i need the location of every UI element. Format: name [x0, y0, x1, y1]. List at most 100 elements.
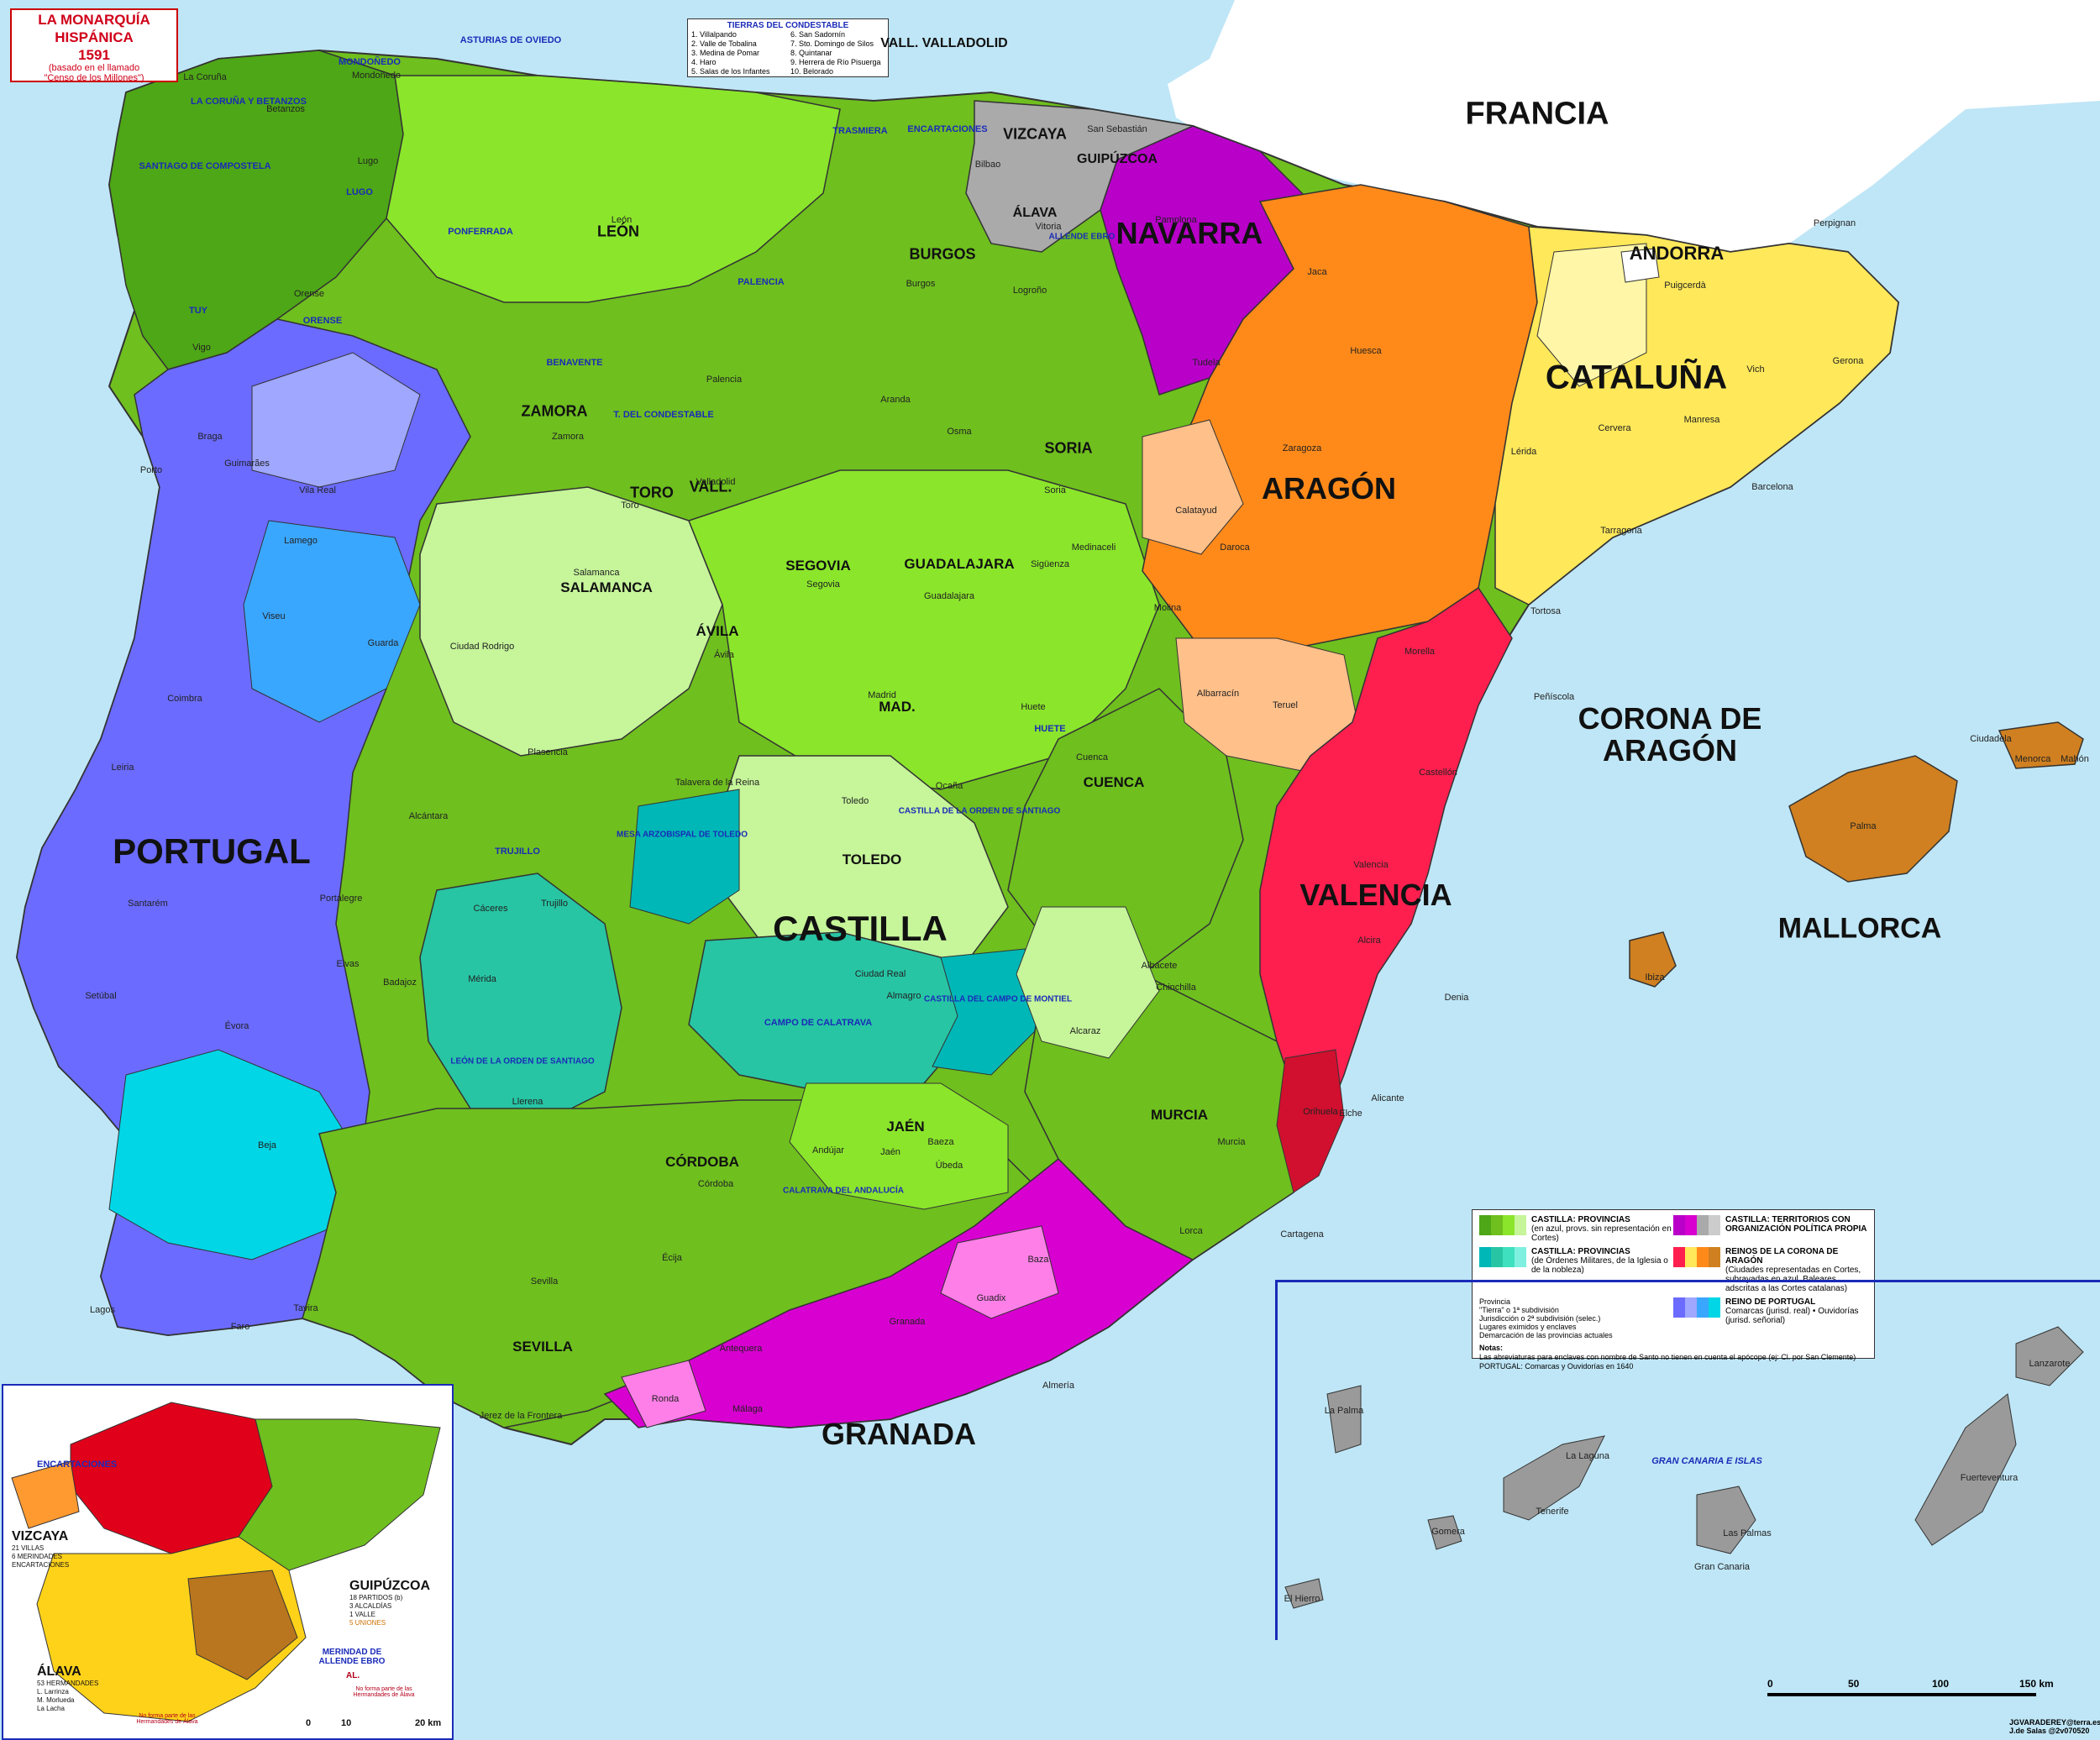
place-label: Guadix	[976, 1293, 1006, 1303]
label-trasmiera: TRASMIERA	[832, 126, 888, 136]
inset-ala3: M. Morlueda	[37, 1696, 75, 1704]
label-mesa: MESA ARZOBISPAL DE TOLEDO	[617, 830, 748, 840]
label-portugal: PORTUGAL	[113, 831, 311, 871]
inset-merindad: MERINDAD DE ALLENDE EBRO	[318, 1648, 386, 1666]
place-label: Vigo	[192, 343, 211, 353]
legend-castilla-prov: CASTILLA: PROVINCIAS	[1531, 1215, 1630, 1224]
inset-vizcaya-label: VIZCAYA	[12, 1529, 69, 1543]
legend-castilla-terr: CASTILLA: TERRITORIOS CON ORGANIZACIÓN P…	[1725, 1215, 1867, 1234]
place-label: Betanzos	[266, 104, 305, 114]
place-label: Jaca	[1307, 267, 1327, 277]
region-granada-light	[621, 1360, 706, 1428]
place-label: Zamora	[552, 432, 584, 442]
place-label: Beja	[257, 1140, 277, 1150]
condestable-heading: TIERRAS DEL CONDESTABLE	[727, 21, 849, 30]
place-label: Vitoria	[1035, 222, 1062, 232]
label-zamora: ZAMORA	[521, 402, 588, 420]
place-label: Tavira	[293, 1303, 318, 1313]
island-tenerife	[1503, 1435, 1605, 1521]
island-menorca	[1998, 721, 2084, 769]
place-label: Évora	[224, 1021, 249, 1031]
place-label: Úbeda	[935, 1161, 963, 1171]
legend-item: Provincia	[1479, 1297, 1511, 1306]
place-label: San Sebastián	[1087, 124, 1147, 134]
place-label: Puigcerdà	[1664, 280, 1706, 291]
label-coruna: LA CORUÑA Y BETANZOS	[191, 97, 307, 107]
legend-notes-heading: Notas:	[1479, 1344, 1504, 1352]
place-label: Vila Real	[299, 485, 336, 495]
inset-nota1: No forma parte de las Hermandades de Ála…	[136, 1713, 198, 1725]
place-label: Coimbra	[167, 694, 202, 704]
region-leon	[386, 75, 841, 303]
legend-swatch-aragon	[1673, 1247, 1720, 1293]
label-cataluna: CATALUÑA	[1545, 359, 1728, 396]
inset-viz2: 6 MERINDADES	[12, 1553, 63, 1560]
region-mesa	[629, 789, 740, 925]
inset-ala4: La Lacha	[37, 1705, 65, 1712]
label-vallvalladolid: VALL. VALLADOLID	[880, 36, 1008, 50]
legend-item: Lugares eximidos y enclaves	[1479, 1323, 1577, 1331]
place-label: Cuenca	[1076, 752, 1108, 763]
place-label: Trujillo	[541, 899, 568, 909]
place-label: Palma	[1850, 821, 1877, 831]
place-label: Zaragoza	[1282, 443, 1322, 453]
region-valencia	[1259, 586, 1513, 1119]
label-ponferrada: PONFERRADA	[448, 227, 513, 237]
scale-150: 150 km	[2019, 1678, 2054, 1690]
legend-note2: PORTUGAL: Comarcas y Ouvidorías en 1640	[1479, 1362, 1634, 1371]
label-segovia: SEGOVIA	[785, 558, 851, 574]
place-label: Ciudad Rodrigo	[449, 642, 515, 652]
label-mad: MAD.	[879, 699, 916, 715]
place-label: Lugo	[357, 156, 379, 166]
place-label: Gerona	[1832, 356, 1864, 366]
label-leon: LEÓN	[596, 223, 640, 240]
place-label: Elche	[1339, 1108, 1362, 1119]
place-label: Jerez de la Frontera	[479, 1411, 563, 1421]
place-label: Valladolid	[696, 477, 736, 487]
place-label: Alicante	[1371, 1093, 1404, 1103]
place-label: Setúbal	[85, 991, 117, 1001]
place-label: Écija	[662, 1253, 682, 1263]
place-label: Denia	[1444, 993, 1469, 1003]
canary-frame	[1275, 1280, 2100, 1640]
inset-ala2: L. Larrinza	[37, 1688, 69, 1695]
region-basque	[965, 100, 1195, 253]
label-tuy: TUY	[189, 306, 207, 316]
label-condestable: T. DEL CONDESTABLE	[613, 410, 714, 420]
place-label: Elvas	[336, 959, 360, 969]
region-portugal-cyan	[108, 1049, 362, 1260]
condestable-item: 4. Haro	[691, 58, 717, 66]
inset-guipuzcoa-label: GUIPÚZCOA	[349, 1579, 430, 1593]
label-lugo-prov: LUGO	[346, 187, 373, 197]
condestable-item: 9. Herrera de Río Pisuerga	[790, 58, 881, 66]
legend-castilla-ord: CASTILLA: PROVINCIAS	[1531, 1247, 1630, 1256]
legend-portugal: REINO DE PORTUGAL	[1725, 1297, 1816, 1307]
place-label: Cervera	[1598, 423, 1631, 433]
scale-bar: 0 50 100 150 km	[1767, 1678, 2070, 1703]
scale-50: 50	[1848, 1678, 1860, 1690]
inset-scale-20: 20 km	[415, 1718, 442, 1728]
place-label: Segovia	[806, 579, 840, 590]
credits-line1: JGVARADEREY@terra.es	[2009, 1718, 2100, 1727]
legend-aragon: REINOS DE LA CORONA DE ARAGÓN	[1725, 1247, 1839, 1266]
place-label: Cartagena	[1280, 1229, 1324, 1239]
place-label: Leiria	[111, 763, 134, 773]
place-label: Calatayud	[1175, 506, 1217, 516]
label-santiago-orden: CASTILLA DE LA ORDEN DE SANTIAGO	[898, 806, 1061, 816]
island-ibiza	[1629, 931, 1677, 988]
legend-swatch-portugal	[1673, 1297, 1720, 1325]
region-andorra	[1620, 248, 1660, 283]
place-label: Toledo	[841, 796, 869, 806]
label-palencia: PALENCIA	[738, 277, 785, 287]
scale-line	[1767, 1693, 2036, 1696]
place-label: Guarda	[367, 638, 399, 648]
place-label: Sevilla	[530, 1276, 559, 1287]
place-label: Valencia	[1353, 860, 1389, 870]
island-mallorca	[1788, 755, 1958, 883]
place-label: Braga	[197, 432, 223, 442]
label-toledo: TOLEDO	[842, 852, 902, 867]
inset-alava-label: ÁLAVA	[37, 1664, 81, 1679]
label-alava: ÁLAVA	[1012, 206, 1058, 220]
scale-100: 100	[1932, 1678, 1950, 1690]
